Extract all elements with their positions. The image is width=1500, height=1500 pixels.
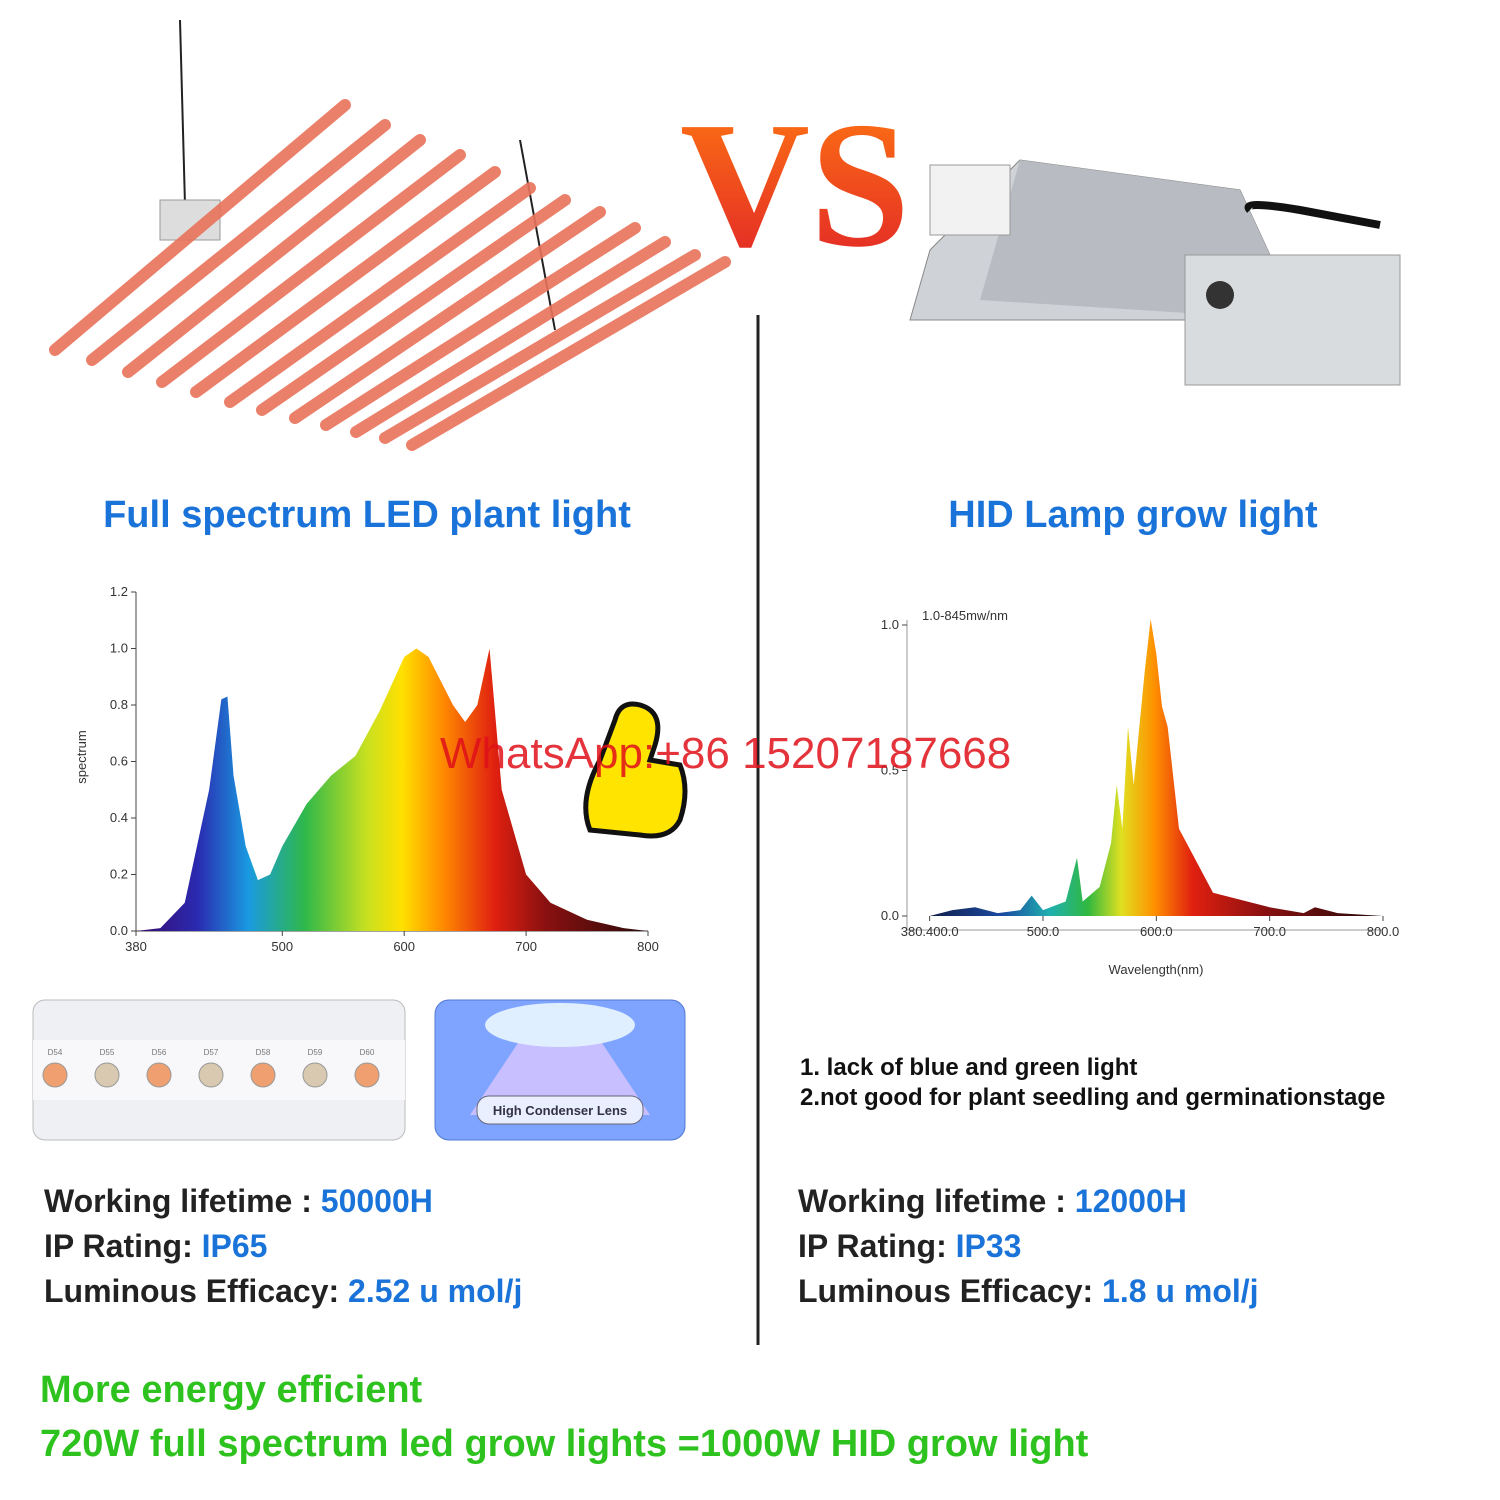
led-chip (94, 1062, 120, 1088)
led-label: D57 (204, 1048, 219, 1057)
spec-value: IP33 (956, 1228, 1022, 1264)
x-tick-label: 600 (393, 939, 415, 954)
spec-line: IP Rating: IP65 (44, 1228, 267, 1264)
y-axis-label: spectrum (74, 730, 89, 783)
x-tick-label: 500.0 (1027, 924, 1060, 939)
y-tick-label: 1.0 (110, 641, 128, 656)
spec-line: IP Rating: IP33 (798, 1228, 1021, 1264)
lens-image: High Condenser Lens (434, 999, 686, 1141)
led-label: D60 (360, 1048, 375, 1057)
spectrum-area (136, 648, 648, 931)
spec-value: IP65 (202, 1228, 268, 1264)
note: 2.not good for plant seedling and germin… (800, 1084, 1385, 1111)
hid-spectrum-chart: 1.0-845mw/nm Wavelength(nm) 0.0 0.5 1.0 380… (881, 608, 1399, 977)
led-label: D58 (256, 1048, 271, 1057)
y-tick-label: 0.5 (881, 763, 899, 778)
y-tick-label: 0.4 (110, 810, 128, 825)
hid-lamp-image (909, 159, 1401, 386)
thumbs-up-icon (583, 701, 688, 839)
spec-value: 50000H (321, 1183, 433, 1219)
y-tick-label: 0.6 (110, 754, 128, 769)
spec-label: Luminous Efficacy: (798, 1273, 1093, 1309)
led-spectrum-chart: spectrum 0.0 0.2 0.4 0.6 0.8 1.0 1.2 380 500 600 7… (74, 584, 659, 954)
y-tick-label: 0.0 (110, 923, 128, 938)
x-tick-label: 380 (125, 939, 147, 954)
led-chip (302, 1062, 328, 1088)
spec-label: IP Rating: (798, 1228, 947, 1264)
y-tick-label: 0.2 (110, 867, 128, 882)
led-label: D54 (48, 1048, 63, 1057)
led-fixture-image (49, 19, 731, 451)
spec-value: 2.52 u mol/j (348, 1273, 522, 1309)
spec-line: Luminous Efficacy: 1.8 u mol/j (798, 1273, 1259, 1309)
led-chip (42, 1062, 68, 1088)
x-tick-label: 600.0 (1140, 924, 1173, 939)
right-title: HID Lamp grow light (948, 494, 1318, 536)
spec-label: Luminous Efficacy: (44, 1273, 339, 1309)
y-tick-label: 1.0 (881, 617, 899, 632)
led-label: D56 (152, 1048, 167, 1057)
x-tick-label: 800.0 (1367, 924, 1400, 939)
spec-value: 1.8 u mol/j (1102, 1273, 1258, 1309)
x-tick-label: 800 (637, 939, 659, 954)
spec-line: Working lifetime : 12000H (798, 1183, 1187, 1219)
spec-value: 12000H (1075, 1183, 1187, 1219)
x-tick-label: 700 (515, 939, 537, 954)
led-chip (198, 1062, 224, 1088)
vs-text: VS (680, 85, 910, 284)
led-chip (146, 1062, 172, 1088)
spec-line: Working lifetime : 50000H (44, 1183, 433, 1219)
spec-label: Working lifetime : (44, 1183, 312, 1219)
led-chip (354, 1062, 380, 1088)
led-strip-image: D54 D55 D56 D57 D58 D59 D60 (32, 999, 406, 1141)
spectrum-area (929, 619, 1383, 916)
watermark: WhatsApp:+86 15207187668 (440, 729, 1011, 778)
y-tick-label: 1.2 (110, 584, 128, 599)
chart-note: 1.0-845mw/nm (922, 608, 1008, 623)
note: 1. lack of blue and green light (800, 1054, 1137, 1081)
x-tick-label: 380.400.0 (901, 924, 959, 939)
footer-line: 720W full spectrum led grow lights =1000… (40, 1423, 1089, 1465)
x-tick-label: 500 (271, 939, 293, 954)
spec-line: Luminous Efficacy: 2.52 u mol/j (44, 1273, 522, 1309)
left-title: Full spectrum LED plant light (103, 494, 631, 536)
led-label: D55 (100, 1048, 115, 1057)
led-label: D59 (308, 1048, 323, 1057)
y-tick-label: 0.8 (110, 697, 128, 712)
y-tick-label: 0.0 (881, 908, 899, 923)
spec-label: Working lifetime : (798, 1183, 1066, 1219)
lens-label: High Condenser Lens (493, 1103, 627, 1118)
x-axis-label: Wavelength(nm) (1109, 962, 1204, 977)
spec-label: IP Rating: (44, 1228, 193, 1264)
footer-line: More energy efficient (40, 1369, 423, 1411)
x-tick-label: 700.0 (1253, 924, 1286, 939)
led-chip (250, 1062, 276, 1088)
